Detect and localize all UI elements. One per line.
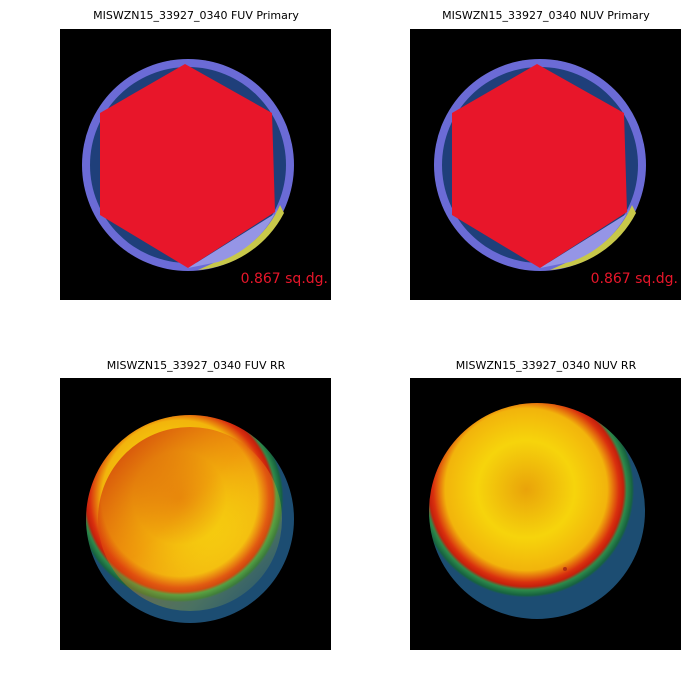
edge-crescent xyxy=(550,205,636,270)
panel-fuv-primary: MISWZN15_33927_0340 FUV Primary 0.867 sq… xyxy=(60,9,331,300)
panel-fuv-rr: MISWZN15_33927_0340 FUV RR xyxy=(60,359,331,650)
response-disk xyxy=(429,403,645,619)
panel-nuv-primary: MISWZN15_33927_0340 NUV Primary 0.867 sq… xyxy=(410,9,681,300)
footprint xyxy=(82,59,294,271)
hexagon xyxy=(100,64,275,268)
hexagon xyxy=(452,64,627,268)
panel-title: MISWZN15_33927_0340 NUV RR xyxy=(456,359,637,372)
panel-title: MISWZN15_33927_0340 FUV RR xyxy=(107,359,286,372)
panel-nuv-rr: MISWZN15_33927_0340 NUV RR xyxy=(410,359,681,650)
area-label: 0.867 sq.dg. xyxy=(241,271,328,287)
panel-title: MISWZN15_33927_0340 FUV Primary xyxy=(93,9,299,22)
area-label: 0.867 sq.dg. xyxy=(591,271,678,287)
response-shading xyxy=(98,427,282,611)
artifact-spot xyxy=(563,567,567,571)
edge-crescent xyxy=(198,205,284,270)
panel-title: MISWZN15_33927_0340 NUV Primary xyxy=(442,9,650,22)
footprint xyxy=(434,59,646,271)
